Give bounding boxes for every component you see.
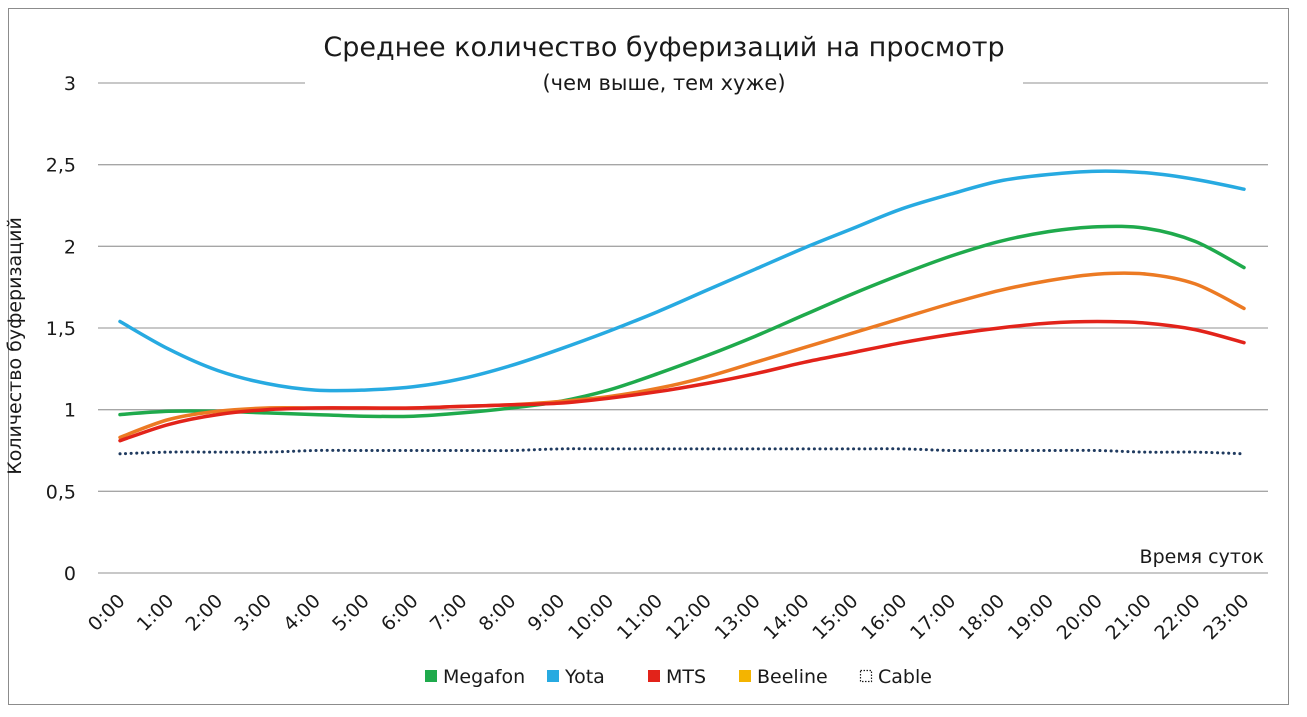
x-tick-label: 13:00 <box>711 590 765 644</box>
series-line-yota <box>118 169 1246 393</box>
x-tick-label: 8:00 <box>475 590 521 636</box>
x-tick-label: 20:00 <box>1053 590 1107 644</box>
grid-layer <box>98 82 1268 574</box>
legend-label-cable: Cable <box>878 666 932 688</box>
y-tick-label: 3 <box>64 73 76 95</box>
series-layer <box>118 169 1246 456</box>
x-tick-labels: 0:00 1:00 2:00 3:00 4:00 5:00 6:00 7:00 8:00 9:00… <box>84 590 1254 644</box>
title-background <box>305 22 1023 106</box>
x-tick-label: 18:00 <box>955 590 1009 644</box>
series-line-megafon <box>118 224 1246 419</box>
x-tick-label: 10:00 <box>564 590 618 644</box>
legend-swatch-cable <box>859 669 873 683</box>
x-tick-label: 23:00 <box>1199 590 1253 644</box>
x-tick-label: 17:00 <box>906 590 960 644</box>
x-tick-label: 1:00 <box>133 590 179 636</box>
legend-swatch-yota <box>547 670 559 682</box>
x-tick-label: 0:00 <box>84 590 130 636</box>
x-tick-label: 14:00 <box>759 590 813 644</box>
series-line-cable <box>118 447 1246 456</box>
legend-label-megafon: Megafon <box>443 666 525 688</box>
y-tick-label: 0,5 <box>46 481 76 503</box>
x-tick-label: 5:00 <box>328 590 374 636</box>
x-tick-label: 15:00 <box>808 590 862 644</box>
y-tick-label: 1,5 <box>46 318 76 340</box>
legend-swatch-beeline <box>739 670 751 682</box>
y-tick-label: 2,5 <box>46 155 76 177</box>
legend-swatch-megafon <box>425 670 437 682</box>
x-tick-label: 19:00 <box>1004 590 1058 644</box>
legend-label-yota: Yota <box>564 666 605 688</box>
y-tick-labels: 0 0,5 1 1,5 2 2,5 3 <box>46 73 76 585</box>
x-tick-label: 2:00 <box>182 590 228 636</box>
legend-label-mts: MTS <box>666 666 706 688</box>
legend-label-beeline: Beeline <box>757 666 828 688</box>
x-tick-label: 22:00 <box>1150 590 1204 644</box>
x-tick-label: 3:00 <box>230 590 276 636</box>
y-axis-label: Количество буферизаций <box>4 217 26 475</box>
x-axis-label: Время суток <box>1140 546 1264 568</box>
y-tick-label: 0 <box>64 563 76 585</box>
y-tick-label: 1 <box>64 400 76 422</box>
x-tick-label: 7:00 <box>426 590 472 636</box>
chart-title: Среднее количество буферизаций на просмо… <box>323 32 1004 63</box>
legend-swatch-mts <box>648 670 660 682</box>
x-tick-label: 9:00 <box>524 590 570 636</box>
chart-frame <box>8 8 1289 705</box>
x-tick-label: 4:00 <box>279 590 325 636</box>
y-tick-label: 2 <box>64 236 76 258</box>
legend: Megafon Yota MTS Beeline Cable <box>425 666 932 688</box>
x-tick-label: 6:00 <box>377 590 423 636</box>
x-tick-label: 12:00 <box>662 590 716 644</box>
x-tick-label: 21:00 <box>1102 590 1156 644</box>
chart-subtitle: (чем выше, тем хуже) <box>542 71 785 95</box>
x-tick-label: 11:00 <box>613 590 667 644</box>
series-line-mts <box>118 319 1246 443</box>
x-tick-label: 16:00 <box>857 590 911 644</box>
